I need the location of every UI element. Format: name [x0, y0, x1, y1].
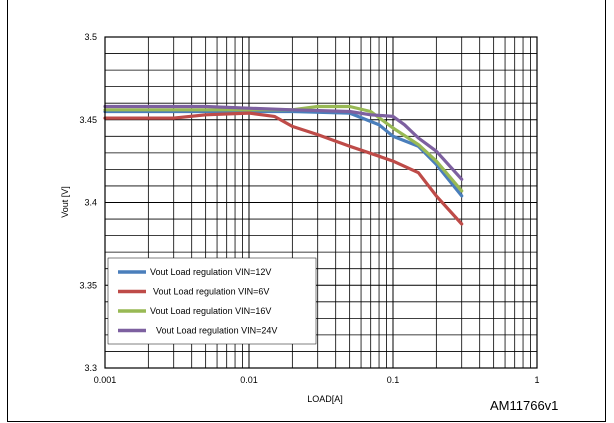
legend-label: Vout Load regulation VIN=16V	[150, 306, 271, 316]
series-line-1	[103, 109, 464, 198]
legend: Vout Load regulation VIN=12V Vout Load re…	[107, 257, 317, 345]
plot-border	[104, 36, 538, 369]
legend-label: Vout Load regulation VIN=24V	[156, 326, 277, 336]
y-tick-label: 3.3	[84, 363, 97, 373]
x-tick-label: 0.01	[240, 375, 258, 385]
legend-label: Vout Load regulation VIN=12V	[150, 267, 271, 277]
x-tick-label: 1	[534, 375, 539, 385]
series-line-2	[103, 111, 464, 226]
series-group	[103, 104, 464, 226]
series-line-4	[103, 104, 464, 181]
y-tick-label: 3.35	[79, 280, 97, 290]
y-tick-label: 3.4	[84, 198, 97, 208]
x-tick-label: 0.1	[387, 375, 400, 385]
figure-id: AM11766v1	[490, 398, 559, 413]
legend-label: Vout Load regulation VIN=6V	[153, 287, 269, 297]
x-axis-label: LOAD[A]	[307, 394, 343, 404]
y-tick-label: 3.5	[84, 32, 97, 42]
y-tick-label: 3.45	[79, 115, 97, 125]
tick-labels: 0.001 0.01 0.1 1 3.3 3.35 3.4 3.45 3.5	[79, 32, 539, 385]
series-line-3	[103, 104, 464, 193]
x-tick-label: 0.001	[94, 375, 117, 385]
y-axis-label: Vout [V]	[60, 186, 70, 218]
